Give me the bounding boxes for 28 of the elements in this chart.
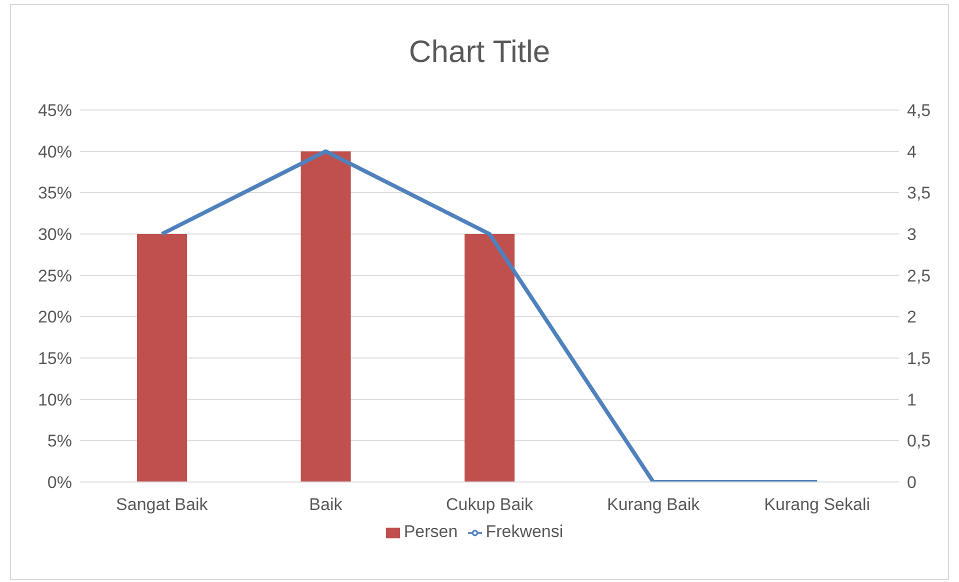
y-tick-label: 35%: [38, 184, 72, 203]
y2-tick-label: 0: [907, 473, 916, 492]
y2-tick-label: 1,5: [907, 349, 931, 368]
y2-tick-label: 4,5: [907, 101, 931, 120]
y2-tick-label: 0,5: [907, 432, 931, 451]
y-tick-label: 25%: [38, 266, 72, 286]
y-tick-label: 20%: [38, 308, 72, 327]
y2-tick-label: 3: [907, 225, 916, 244]
x-tick-label: Cukup Baik: [446, 495, 534, 514]
x-tick-label: Baik: [309, 495, 343, 514]
x-tick-label: Kurang Baik: [606, 495, 700, 514]
x-tick-label: Sangat Baik: [116, 495, 208, 514]
y2-tick-label: 2,5: [907, 266, 931, 286]
y2-tick-label: 1: [907, 390, 916, 410]
y2-tick-label: 4: [907, 142, 916, 162]
y-tick-label: 0%: [47, 473, 72, 492]
y2-tick-label: 2: [907, 308, 916, 327]
y-tick-label: 15%: [38, 349, 72, 368]
chart-title: Chart Title: [408, 34, 552, 70]
y2-tick-label: 3,5: [907, 184, 931, 203]
y-tick-label: 40%: [38, 142, 72, 162]
y-tick-label: 5%: [47, 432, 72, 451]
x-tick-label: Kurang Sekali: [764, 495, 870, 514]
y-tick-label: 45%: [38, 101, 72, 120]
legend-label: Frekwensi: [486, 522, 564, 541]
legend-label: Persen: [404, 522, 458, 541]
y-tick-label: 10%: [38, 390, 72, 410]
y-tick-label: 30%: [38, 225, 72, 244]
